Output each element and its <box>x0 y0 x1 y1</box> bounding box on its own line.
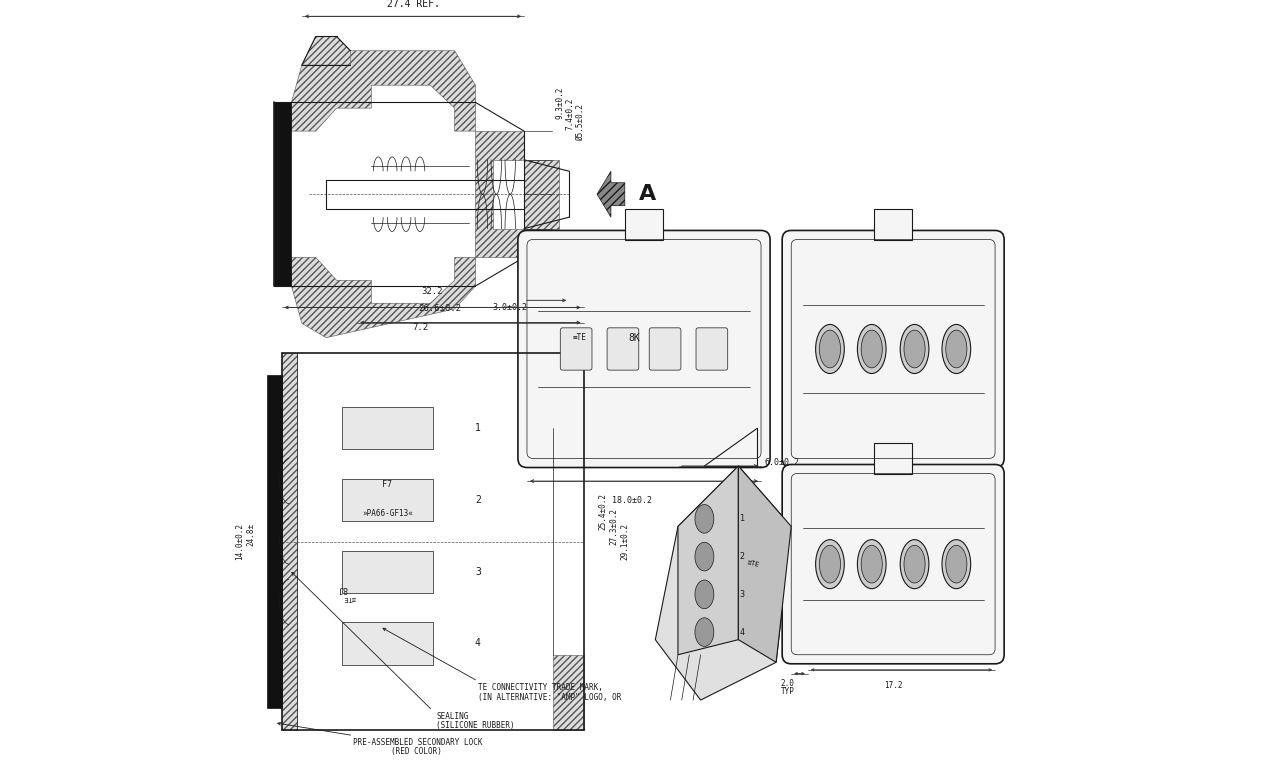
Polygon shape <box>475 131 524 257</box>
Text: 4: 4 <box>475 638 480 648</box>
Polygon shape <box>554 353 583 429</box>
Text: 8K: 8K <box>629 333 640 343</box>
Polygon shape <box>598 171 625 217</box>
Text: A: A <box>639 184 656 204</box>
Text: 7.4±0.2: 7.4±0.2 <box>565 98 574 130</box>
Text: (IN ALTERNATIVE: "AMP" LOGO, OR: (IN ALTERNATIVE: "AMP" LOGO, OR <box>478 693 621 701</box>
Text: 2.0: 2.0 <box>781 679 795 688</box>
Text: TYP: TYP <box>781 687 795 697</box>
Ellipse shape <box>819 330 841 368</box>
Polygon shape <box>524 160 559 229</box>
Text: 6.0±0.2: 6.0±0.2 <box>765 458 800 468</box>
Text: 9.3±0.2: 9.3±0.2 <box>555 86 564 118</box>
FancyBboxPatch shape <box>875 210 912 240</box>
Text: 29.1±0.2: 29.1±0.2 <box>621 523 630 560</box>
Text: PRE-ASSEMBLED SECONDARY LOCK: PRE-ASSEMBLED SECONDARY LOCK <box>353 738 483 746</box>
Ellipse shape <box>858 324 886 373</box>
Text: 8J: 8J <box>337 584 346 593</box>
Text: ≡TE: ≡TE <box>747 560 760 568</box>
Text: 26.6±0.2: 26.6±0.2 <box>419 304 461 313</box>
Text: 3: 3 <box>739 590 744 599</box>
Text: 17.2: 17.2 <box>884 681 903 690</box>
Polygon shape <box>554 655 583 730</box>
Text: (SILICONE RUBBER): (SILICONE RUBBER) <box>437 721 515 730</box>
Text: Ø5.5±0.2: Ø5.5±0.2 <box>576 104 585 141</box>
Text: 4: 4 <box>739 627 744 637</box>
Ellipse shape <box>696 542 714 571</box>
FancyBboxPatch shape <box>875 443 912 474</box>
Polygon shape <box>677 466 738 655</box>
Text: 25.4±0.2: 25.4±0.2 <box>598 493 607 530</box>
Polygon shape <box>267 376 282 707</box>
Ellipse shape <box>696 617 714 647</box>
Polygon shape <box>282 353 296 730</box>
FancyBboxPatch shape <box>518 230 770 468</box>
FancyBboxPatch shape <box>560 328 592 370</box>
Polygon shape <box>274 102 291 286</box>
Text: (RED COLOR): (RED COLOR) <box>392 746 442 756</box>
Ellipse shape <box>696 505 714 533</box>
Text: 27.3±0.2: 27.3±0.2 <box>609 508 618 545</box>
Text: 2: 2 <box>739 552 744 561</box>
Text: F7: F7 <box>383 480 393 489</box>
Ellipse shape <box>819 545 841 583</box>
Text: 24.8±: 24.8± <box>247 522 256 545</box>
Text: 32.2: 32.2 <box>422 287 443 296</box>
Polygon shape <box>291 51 475 131</box>
Ellipse shape <box>862 330 882 368</box>
Text: 1: 1 <box>739 515 744 523</box>
Ellipse shape <box>942 540 971 589</box>
Ellipse shape <box>945 545 967 583</box>
Ellipse shape <box>862 545 882 583</box>
Ellipse shape <box>900 324 929 373</box>
Text: 2: 2 <box>475 495 480 505</box>
Text: 18.0±0.2: 18.0±0.2 <box>612 496 652 505</box>
Text: ≡TE: ≡TE <box>343 595 355 601</box>
Text: ≡TE: ≡TE <box>573 333 586 343</box>
FancyBboxPatch shape <box>607 328 639 370</box>
Ellipse shape <box>942 324 971 373</box>
FancyBboxPatch shape <box>782 465 1005 664</box>
Ellipse shape <box>696 580 714 609</box>
Bar <box>343 407 433 449</box>
FancyBboxPatch shape <box>782 230 1005 468</box>
Text: »PA66-GF13«: »PA66-GF13« <box>362 508 412 518</box>
Text: 3.0±0.2: 3.0±0.2 <box>493 303 528 313</box>
Bar <box>343 551 433 593</box>
FancyBboxPatch shape <box>649 328 681 370</box>
Ellipse shape <box>858 540 886 589</box>
FancyBboxPatch shape <box>696 328 728 370</box>
Ellipse shape <box>945 330 967 368</box>
Ellipse shape <box>904 330 925 368</box>
Ellipse shape <box>904 545 925 583</box>
Polygon shape <box>656 466 791 700</box>
Bar <box>343 622 433 664</box>
Bar <box>343 478 433 521</box>
Text: SEALING: SEALING <box>437 712 469 721</box>
Polygon shape <box>738 466 791 662</box>
Text: 1: 1 <box>475 423 480 433</box>
Ellipse shape <box>815 324 845 373</box>
Text: 7.2: 7.2 <box>412 323 429 332</box>
Text: 27.4 REF.: 27.4 REF. <box>386 0 439 9</box>
Text: TE CONNECTIVITY TRADE MARK,: TE CONNECTIVITY TRADE MARK, <box>478 683 603 692</box>
Polygon shape <box>301 36 350 65</box>
Text: 14.0±0.2: 14.0±0.2 <box>236 523 245 560</box>
Polygon shape <box>291 257 475 338</box>
Text: 3: 3 <box>475 567 480 577</box>
Ellipse shape <box>900 540 929 589</box>
FancyBboxPatch shape <box>625 210 663 240</box>
Ellipse shape <box>815 540 845 589</box>
